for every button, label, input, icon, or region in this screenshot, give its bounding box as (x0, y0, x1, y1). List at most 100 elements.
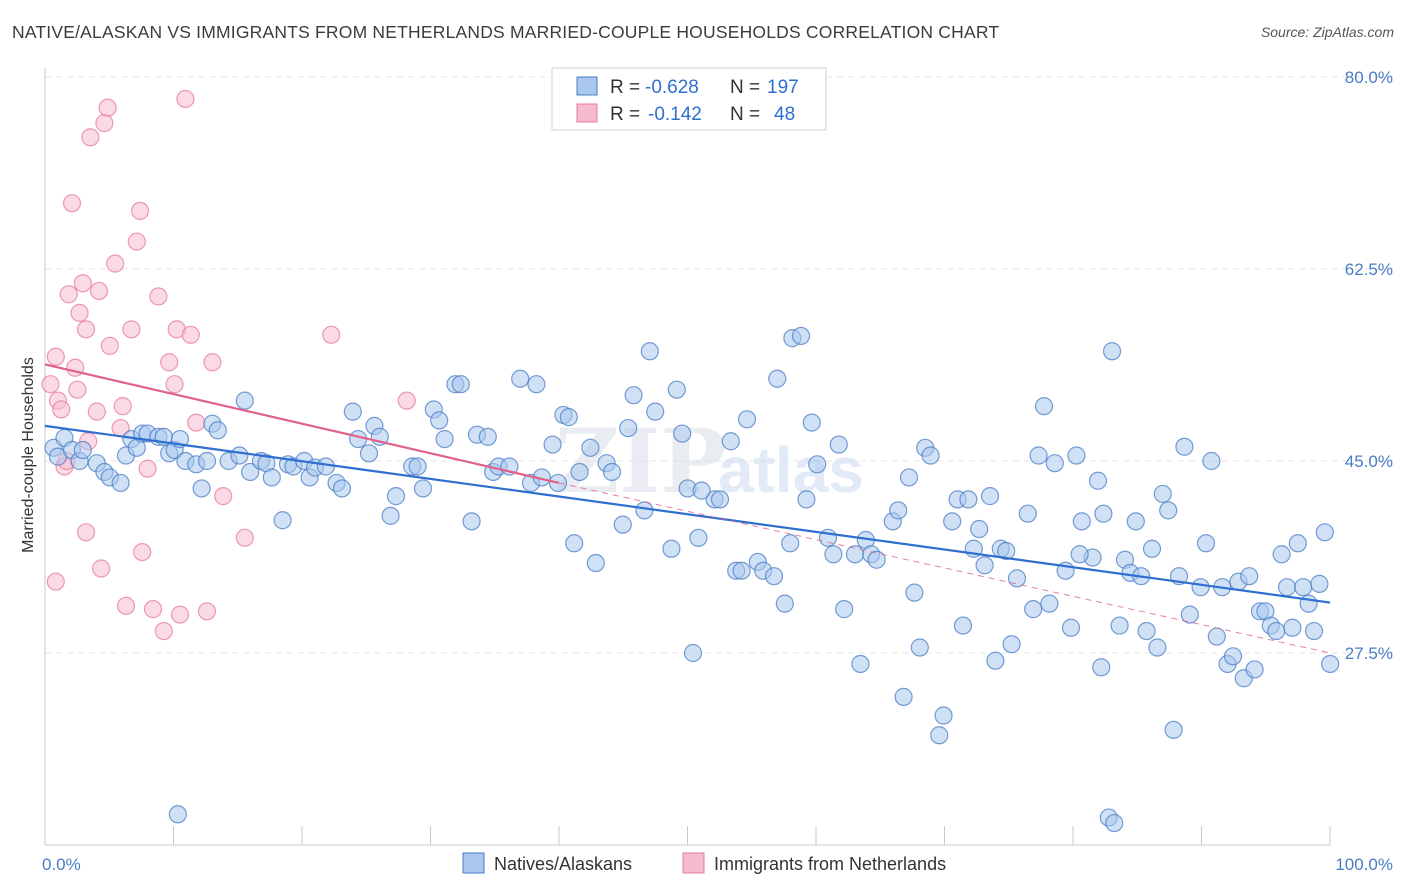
point-native (930, 726, 949, 745)
point-native (910, 638, 929, 657)
point-netherlands (59, 285, 78, 304)
point-native (1180, 605, 1199, 624)
point-native (624, 386, 643, 405)
series-legend-swatch-blue (462, 852, 485, 874)
point-native (197, 451, 217, 471)
point-native (646, 402, 665, 421)
point-native (619, 418, 638, 438)
point-netherlands (52, 400, 71, 419)
point-native (1245, 660, 1264, 679)
x-tick-label-min: 0.0% (42, 855, 81, 874)
point-netherlands (46, 572, 65, 591)
point-native (343, 402, 362, 421)
point-native (781, 534, 800, 553)
point-netherlands (397, 391, 416, 410)
trend-lines (44, 363, 1331, 654)
point-netherlands (100, 336, 119, 355)
point-native (1034, 397, 1054, 416)
point-native (662, 539, 681, 558)
point-native (867, 550, 886, 569)
point-native (934, 706, 953, 725)
stats-legend-box (551, 67, 827, 131)
point-netherlands (98, 98, 117, 117)
point-native (451, 375, 470, 394)
point-native (1196, 534, 1216, 553)
point-native (921, 446, 940, 465)
point-netherlands (73, 274, 92, 293)
point-native (1277, 578, 1297, 597)
point-native (435, 429, 454, 449)
point-native (332, 479, 352, 498)
point-native (1321, 654, 1340, 674)
trend-line-netherlands (44, 363, 560, 485)
legend-r-label-1: R = (610, 77, 640, 98)
point-native (1153, 484, 1172, 504)
point-native (1240, 567, 1259, 586)
point-native (1283, 618, 1302, 637)
point-native (1094, 504, 1113, 523)
y-tick-label: 45.0% (1345, 452, 1393, 471)
y-tick-label: 27.5% (1345, 644, 1393, 663)
point-native (1315, 523, 1334, 542)
point-netherlands (133, 542, 152, 562)
point-native (1007, 569, 1027, 588)
point-native (768, 369, 787, 388)
series-legend-label-natives: Natives/Alaskans (494, 854, 632, 874)
point-netherlands (143, 600, 163, 619)
point-native (667, 380, 686, 399)
point-native (1159, 501, 1178, 520)
point-native (721, 432, 740, 451)
point-native (1102, 342, 1122, 361)
point-native (1142, 539, 1162, 558)
point-netherlands (203, 353, 222, 372)
series-immigrants-netherlands (41, 89, 416, 641)
point-native (168, 805, 187, 824)
point-native (543, 435, 562, 454)
point-native (791, 326, 811, 346)
point-native (273, 511, 292, 530)
point-netherlands (106, 254, 125, 273)
point-native (1067, 446, 1086, 465)
point-native (732, 561, 751, 580)
point-netherlands (165, 375, 184, 394)
point-native (570, 462, 589, 482)
y-tick-label: 62.5% (1345, 260, 1393, 279)
point-netherlands (122, 320, 141, 339)
legend-n-value-2: 48 (774, 104, 795, 125)
point-native (1045, 454, 1064, 473)
point-native (1040, 594, 1059, 613)
point-native (581, 438, 600, 457)
point-native (565, 534, 584, 553)
x-ticks (173, 826, 1331, 845)
point-native (1272, 545, 1291, 564)
point-native (1223, 647, 1243, 666)
point-native (613, 515, 632, 534)
point-netherlands (170, 605, 190, 624)
point-native (975, 556, 994, 575)
legend-swatch-blue (576, 76, 598, 96)
y-tick-labels: 27.5% 45.0% 62.5% 80.0% (1345, 68, 1393, 663)
legend-r-label-2: R = (610, 104, 640, 125)
point-netherlands (235, 528, 254, 547)
point-native (111, 473, 130, 493)
point-native (559, 408, 578, 427)
point-netherlands (113, 397, 132, 416)
point-native (959, 490, 978, 509)
point-native (1002, 635, 1021, 654)
point-native (1294, 578, 1313, 597)
point-native (1110, 616, 1129, 635)
point-native (413, 479, 433, 498)
point-native (802, 413, 821, 432)
point-native (1288, 534, 1307, 553)
point-netherlands (181, 325, 200, 344)
point-netherlands (76, 523, 96, 542)
point-netherlands (176, 89, 195, 109)
point-netherlands (127, 232, 146, 251)
point-netherlands (138, 459, 157, 478)
point-native (797, 490, 816, 509)
grid (45, 76, 1393, 654)
legend-n-value-1: 197 (767, 77, 799, 98)
point-netherlands (76, 320, 96, 339)
point-native (1207, 627, 1226, 646)
point-netherlands (62, 194, 82, 213)
